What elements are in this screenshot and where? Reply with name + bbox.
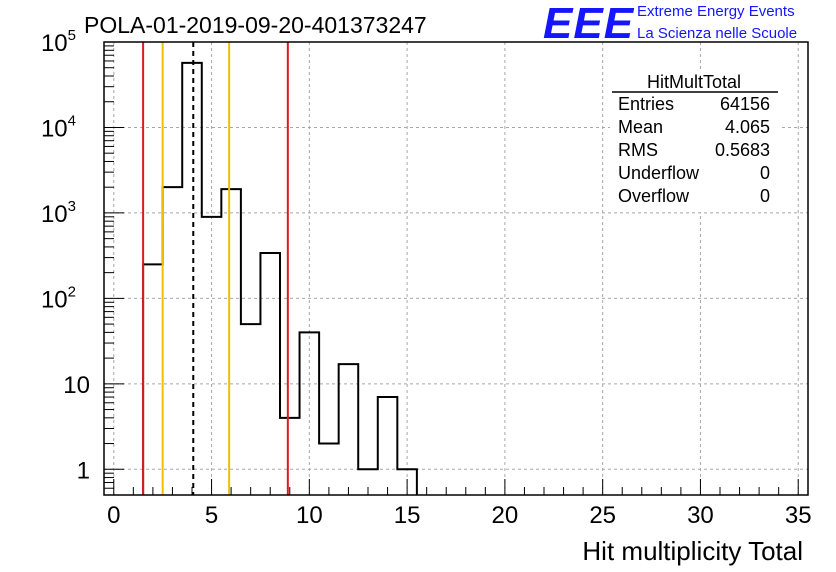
stats-row-label: Mean — [618, 117, 663, 137]
y-tick-exponent: 3 — [68, 198, 76, 215]
x-tick-label: 10 — [296, 502, 323, 529]
stats-box-background — [610, 72, 782, 212]
stats-box: HitMultTotal Entries 64156 Mean 4.065 RMS 0.5… — [610, 72, 782, 212]
y-tick-label: 105 — [41, 27, 76, 57]
histogram-bin — [221, 189, 241, 495]
y-tick-base: 1 — [77, 457, 90, 484]
histogram-bin — [182, 63, 202, 495]
histogram-series — [142, 61, 418, 495]
x-tick-label: 30 — [687, 502, 714, 529]
stats-row-value: 0 — [760, 186, 770, 206]
histogram-bin — [143, 264, 163, 495]
y-tick-base: 10 — [41, 30, 68, 57]
run-title: POLA-01-2019-09-20-401373247 — [84, 12, 427, 38]
reference-lines — [142, 42, 289, 495]
x-tick-label: 20 — [492, 502, 519, 529]
x-axis-ticks: 0 5 10 15 20 25 30 35 — [107, 479, 812, 529]
y-tick-label: 10 — [63, 372, 90, 399]
stats-row-label: RMS — [618, 140, 658, 160]
y-tick-label: 102 — [41, 283, 76, 313]
stats-row-label: Underflow — [618, 163, 700, 183]
stats-row-label: Entries — [618, 94, 674, 114]
y-tick-exponent: 5 — [68, 27, 76, 44]
stats-row-value: 4.065 — [725, 117, 770, 137]
logo-line-2: La Scienza nelle Scuole — [637, 25, 798, 42]
stats-title: HitMultTotal — [647, 72, 741, 92]
histogram-bin — [202, 217, 222, 495]
stats-row-value: 64156 — [720, 94, 770, 114]
stats-rows: Entries 64156 Mean 4.065 RMS 0.5683 Underflow 0… — [618, 94, 770, 206]
y-tick-label: 103 — [41, 198, 76, 228]
histogram-outline — [142, 61, 418, 495]
y-tick-label: 104 — [41, 112, 76, 142]
y-tick-label: 1 — [77, 457, 90, 484]
y-tick-exponent: 4 — [68, 112, 76, 129]
x-tick-label: 15 — [394, 502, 421, 529]
histogram-bin — [163, 187, 183, 495]
histogram-bin — [280, 418, 300, 495]
x-axis-label: Hit multiplicity Total — [582, 536, 803, 566]
stats-row-value: 0 — [760, 163, 770, 183]
stats-row-value: 0.5683 — [715, 140, 770, 160]
histogram-bin — [260, 253, 280, 495]
histogram-bin — [339, 364, 359, 495]
eee-logo: EEE — [543, 0, 635, 48]
y-tick-base: 10 — [41, 201, 68, 228]
histogram-bin — [241, 324, 261, 495]
x-tick-label: 35 — [785, 502, 812, 529]
y-tick-base: 10 — [63, 372, 90, 399]
stats-row-label: Overflow — [618, 186, 690, 206]
y-tick-base: 10 — [41, 286, 68, 313]
axes — [103, 41, 809, 496]
x-tick-label: 0 — [107, 502, 120, 529]
histogram-bin — [378, 397, 398, 495]
y-tick-exponent: 2 — [68, 283, 76, 300]
x-tick-label: 5 — [205, 502, 218, 529]
logo-line-1: Extreme Energy Events — [637, 3, 795, 20]
plot-frame — [103, 41, 809, 496]
y-tick-base: 10 — [41, 115, 68, 142]
histogram-bin — [300, 332, 320, 495]
x-tick-label: 25 — [589, 502, 616, 529]
